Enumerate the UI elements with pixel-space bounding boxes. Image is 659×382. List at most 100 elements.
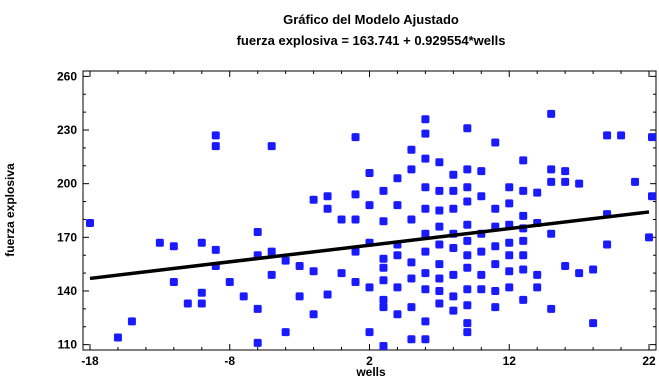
- x-tick-label: 12: [503, 354, 517, 368]
- y-tick-label: 230: [57, 123, 77, 137]
- data-point: [127, 317, 136, 326]
- data-point: [463, 124, 472, 133]
- data-point: [309, 267, 318, 276]
- data-point: [463, 319, 472, 328]
- y-tick-label: 200: [57, 177, 77, 191]
- data-point: [533, 283, 542, 292]
- data-point: [365, 168, 374, 177]
- data-point: [435, 222, 444, 231]
- data-point: [477, 247, 486, 256]
- data-point: [295, 292, 304, 301]
- data-point: [561, 167, 570, 176]
- data-point: [519, 156, 528, 165]
- data-point: [365, 328, 374, 337]
- data-point: [533, 270, 542, 279]
- data-point: [211, 131, 220, 140]
- data-point: [379, 303, 388, 312]
- x-axis: -18 -8 2 12 22: [81, 71, 656, 368]
- data-point: [309, 310, 318, 319]
- data-point: [169, 278, 178, 287]
- data-point: [463, 285, 472, 294]
- data-point: [407, 145, 416, 154]
- data-point: [491, 303, 500, 312]
- data-point: [449, 244, 458, 253]
- x-tick-label: -8: [224, 354, 235, 368]
- data-point: [379, 186, 388, 195]
- data-point: [575, 269, 584, 278]
- data-point: [435, 158, 444, 167]
- data-point: [197, 238, 206, 247]
- data-point: [435, 240, 444, 249]
- data-point: [505, 251, 514, 260]
- data-point: [589, 319, 598, 328]
- data-point: [407, 215, 416, 224]
- data-point: [435, 299, 444, 308]
- data-point: [407, 335, 416, 344]
- data-point: [351, 278, 360, 287]
- data-point: [337, 269, 346, 278]
- data-point: [648, 192, 656, 201]
- data-point: [253, 227, 262, 236]
- data-point: [561, 177, 570, 186]
- data-point: [337, 215, 346, 224]
- data-point: [407, 274, 416, 283]
- fit-line: [89, 210, 650, 281]
- data-point: [197, 288, 206, 297]
- data-point: [295, 261, 304, 270]
- data-point: [491, 204, 500, 213]
- data-point: [463, 251, 472, 260]
- data-point: [547, 165, 556, 174]
- data-point: [267, 142, 276, 151]
- data-point: [365, 201, 374, 210]
- data-point: [547, 229, 556, 238]
- data-point: [407, 303, 416, 312]
- data-point: [281, 328, 290, 337]
- data-point: [351, 133, 360, 142]
- plot-frame: [82, 70, 657, 351]
- data-point: [421, 285, 430, 294]
- data-point: [421, 204, 430, 213]
- data-point: [603, 240, 612, 249]
- data-point: [253, 338, 262, 347]
- data-point: [379, 254, 388, 263]
- data-point: [519, 236, 528, 245]
- data-point: [547, 177, 556, 186]
- data-point: [463, 328, 472, 337]
- data-point: [491, 138, 500, 147]
- data-point: [421, 317, 430, 326]
- data-point: [575, 179, 584, 188]
- data-point: [379, 263, 388, 272]
- data-point: [435, 206, 444, 215]
- data-point: [267, 270, 276, 279]
- data-point: [505, 183, 514, 192]
- data-point: [463, 301, 472, 310]
- data-point: [463, 183, 472, 192]
- y-tick-label: 170: [57, 230, 77, 244]
- data-point: [379, 295, 388, 304]
- data-point: [477, 285, 486, 294]
- data-point: [435, 286, 444, 295]
- data-point: [449, 170, 458, 179]
- data-point: [85, 219, 94, 228]
- data-point: [449, 270, 458, 279]
- data-point: [561, 261, 570, 270]
- data-point: [547, 109, 556, 118]
- y-axis-label: fuerza explosiva: [3, 163, 17, 257]
- y-axis: 110 140 170 200 230 260: [57, 69, 656, 352]
- data-point: [533, 188, 542, 197]
- data-point: [421, 154, 430, 163]
- data-point: [197, 299, 206, 308]
- data-point: [603, 131, 612, 140]
- data-point: [519, 265, 528, 274]
- chart-title: Gráfico del Modelo Ajustado: [283, 12, 459, 27]
- data-point: [323, 192, 332, 201]
- data-point: [155, 238, 164, 247]
- data-point: [365, 283, 374, 292]
- data-point: [547, 304, 556, 313]
- data-point: [253, 304, 262, 313]
- data-point: [645, 233, 654, 242]
- data-point: [309, 195, 318, 204]
- data-point: [477, 167, 486, 176]
- data-point: [648, 133, 656, 142]
- data-point: [393, 174, 402, 183]
